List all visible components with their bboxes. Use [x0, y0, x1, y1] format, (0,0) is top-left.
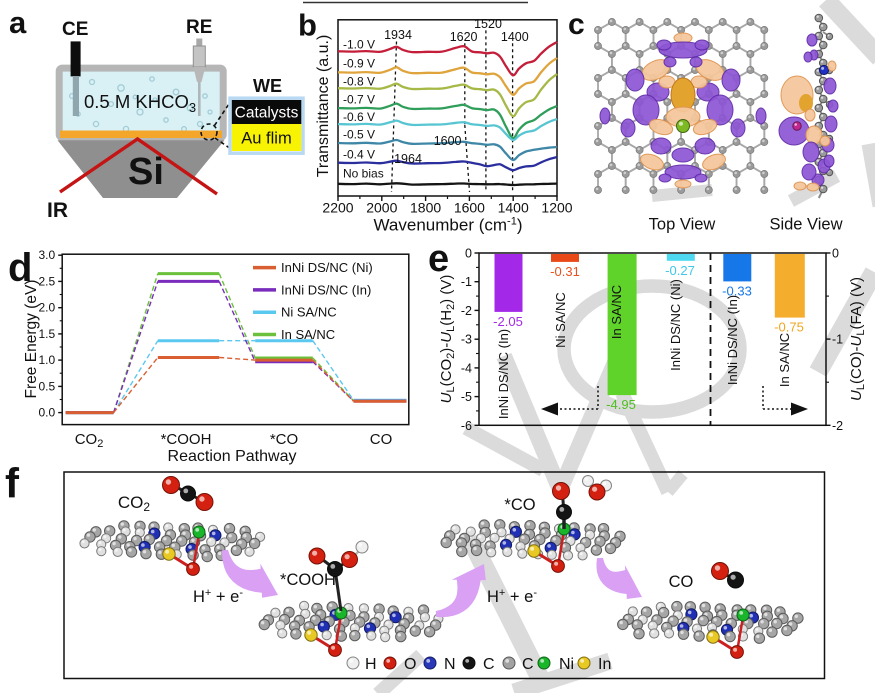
svg-text:1964: 1964: [394, 152, 422, 166]
svg-text:CO: CO: [669, 573, 694, 591]
svg-text:2000: 2000: [366, 200, 397, 216]
svg-text:UL(CO2)-UL(H2) (V): UL(CO2)-UL(H2) (V): [438, 275, 457, 404]
svg-text:In SA/NC: In SA/NC: [281, 327, 335, 342]
svg-text:InNi DS/NC (In): InNi DS/NC (In): [725, 295, 740, 385]
svg-text:IR: IR: [47, 199, 68, 222]
svg-text:Top View: Top View: [649, 216, 716, 234]
svg-text:No bias: No bias: [343, 167, 384, 181]
svg-text:CO2: CO2: [75, 431, 104, 450]
svg-text:0.0: 0.0: [39, 406, 56, 420]
svg-text:1934: 1934: [384, 28, 412, 42]
svg-text:H: H: [365, 656, 377, 673]
svg-text:0.5: 0.5: [39, 379, 56, 393]
svg-text:InNi DS/NC (Ni): InNi DS/NC (Ni): [668, 279, 683, 371]
svg-text:-2: -2: [832, 419, 843, 433]
svg-text:f: f: [5, 460, 20, 507]
svg-text:CE: CE: [62, 19, 88, 40]
svg-text:2.0: 2.0: [39, 301, 56, 315]
svg-text:c: c: [568, 8, 585, 41]
svg-text:-2.05: -2.05: [493, 314, 523, 329]
svg-text:0: 0: [465, 247, 472, 261]
svg-text:-0.9 V: -0.9 V: [343, 57, 375, 71]
svg-text:InNi DS/NC (Ni): InNi DS/NC (Ni): [281, 260, 373, 275]
svg-text:H+ + e-: H+ + e-: [193, 587, 243, 606]
svg-text:Ni SA/NC: Ni SA/NC: [553, 292, 568, 348]
svg-text:1400: 1400: [501, 30, 529, 44]
svg-text:1200: 1200: [541, 200, 572, 216]
svg-text:e: e: [428, 238, 449, 280]
svg-text:2200: 2200: [322, 200, 353, 216]
svg-text:UL(CO)-UL(FA) (V): UL(CO)-UL(FA) (V): [848, 277, 867, 401]
svg-text:O: O: [404, 656, 416, 673]
svg-text:InNi DS/NC (In): InNi DS/NC (In): [496, 329, 511, 419]
svg-text:Ni: Ni: [559, 656, 574, 673]
svg-text:In: In: [598, 656, 611, 673]
svg-text:Side View: Side View: [769, 216, 842, 234]
svg-text:-0.4 V: -0.4 V: [343, 148, 375, 162]
svg-text:Ni SA/NC: Ni SA/NC: [281, 305, 337, 320]
svg-text:-0.27: -0.27: [665, 263, 695, 278]
svg-text:-3: -3: [461, 333, 472, 347]
svg-text:0: 0: [832, 247, 839, 261]
svg-text:-0.6 V: -0.6 V: [343, 110, 375, 124]
svg-text:-1: -1: [461, 275, 472, 289]
svg-text:*CO: *CO: [504, 496, 535, 514]
svg-text:InNi DS/NC (In): InNi DS/NC (In): [281, 282, 371, 297]
svg-text:b: b: [298, 8, 317, 43]
svg-text:1520: 1520: [474, 17, 502, 31]
svg-text:Transmittance (a.u.): Transmittance (a.u.): [315, 35, 332, 178]
svg-text:*COOH: *COOH: [280, 571, 336, 589]
svg-text:-1: -1: [832, 333, 843, 347]
svg-text:-0.5 V: -0.5 V: [343, 128, 375, 142]
svg-text:Catalysts: Catalysts: [235, 105, 299, 122]
svg-text:1.0: 1.0: [39, 353, 56, 367]
svg-text:*CO: *CO: [270, 431, 298, 448]
svg-text:1.5: 1.5: [39, 327, 56, 341]
svg-text:-6: -6: [461, 419, 472, 433]
svg-text:0.5 M KHCO3: 0.5 M KHCO3: [84, 91, 196, 115]
svg-text:RE: RE: [186, 17, 212, 38]
svg-text:1620: 1620: [450, 30, 478, 44]
svg-text:WE: WE: [253, 76, 282, 96]
svg-text:CO2: CO2: [118, 493, 151, 514]
svg-text:3.0: 3.0: [39, 248, 56, 262]
svg-text:-0.31: -0.31: [550, 264, 580, 279]
svg-text:-0.33: -0.33: [722, 283, 752, 298]
svg-text:1600: 1600: [434, 134, 462, 148]
svg-text:CO: CO: [370, 431, 393, 448]
svg-text:-2: -2: [461, 304, 472, 318]
svg-text:a: a: [9, 5, 27, 40]
svg-text:H+ + e-: H+ + e-: [487, 587, 537, 606]
svg-text:Free Energy (eV): Free Energy (eV): [23, 280, 40, 399]
svg-text:2.5: 2.5: [39, 274, 56, 288]
svg-text:Wavenumber (cm-1): Wavenumber (cm-1): [374, 216, 523, 235]
svg-text:*COOH: *COOH: [161, 431, 212, 448]
svg-text:-1.0 V: -1.0 V: [343, 38, 375, 52]
svg-text:-4: -4: [461, 361, 472, 375]
svg-text:C: C: [522, 656, 534, 673]
svg-text:-4.95: -4.95: [606, 397, 636, 412]
svg-text:-5: -5: [461, 390, 472, 404]
svg-text:1400: 1400: [498, 200, 529, 216]
svg-text:1800: 1800: [410, 200, 441, 216]
svg-text:-0.7 V: -0.7 V: [343, 93, 375, 107]
svg-text:Si: Si: [128, 151, 164, 193]
svg-text:1600: 1600: [454, 200, 485, 216]
svg-text:-0.75: -0.75: [774, 320, 804, 335]
svg-text:-0.8 V: -0.8 V: [343, 75, 375, 89]
svg-text:Reaction Pathway: Reaction Pathway: [168, 448, 297, 465]
svg-text:In SA/NC: In SA/NC: [777, 333, 792, 387]
svg-text:Au flim: Au flim: [241, 130, 291, 148]
svg-text:d: d: [8, 246, 32, 290]
svg-text:C: C: [483, 656, 495, 673]
svg-text:N: N: [444, 656, 456, 673]
svg-text:In SA/NC: In SA/NC: [609, 285, 624, 339]
